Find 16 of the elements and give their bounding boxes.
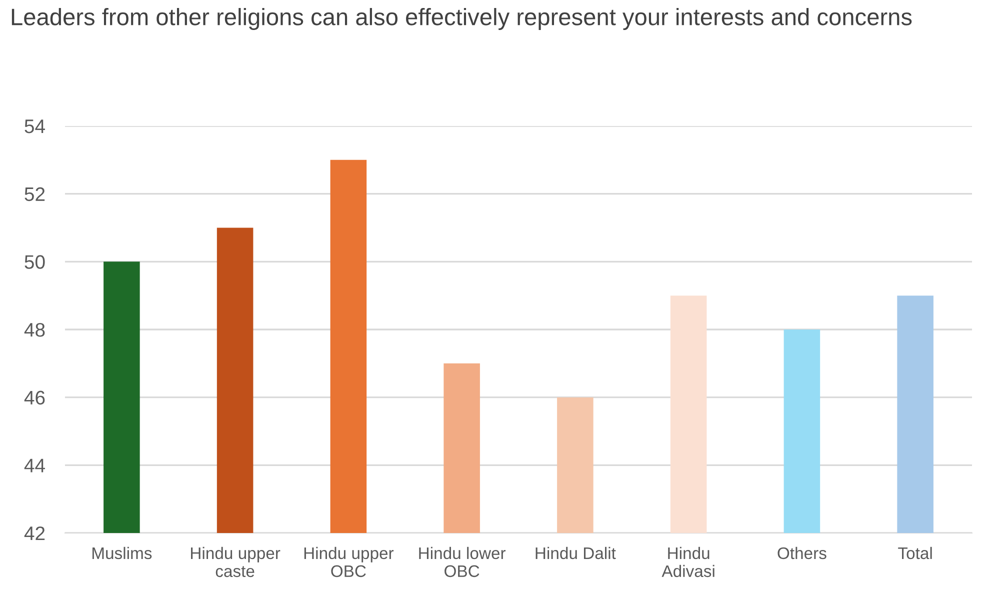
y-tick-label: 50: [24, 255, 45, 269]
y-tick-label: 54: [24, 120, 45, 134]
y-tick-label: 42: [24, 526, 45, 540]
x-tick-label: Others: [778, 546, 826, 560]
chart-title: Leaders from other religions can also effectively represent your interests and concerns: [12, 8, 912, 30]
x-tick-label: Total: [898, 546, 932, 560]
y-tick-label: 44: [24, 458, 45, 472]
x-tick-label: Hindu Dalit: [536, 546, 616, 560]
y-tick-label: 46: [24, 390, 45, 405]
y-tick-label: 52: [24, 187, 45, 202]
y-tick-label: 48: [24, 322, 45, 337]
x-tick-label: Hindu upper OBC: [304, 546, 394, 578]
x-tick-label: Hindu lower OBC: [419, 546, 506, 578]
x-tick-label: Hindu Adivasi: [662, 546, 714, 578]
x-tick-label: Muslims: [92, 546, 152, 560]
x-tick-label: Hindu upper caste: [191, 546, 280, 578]
